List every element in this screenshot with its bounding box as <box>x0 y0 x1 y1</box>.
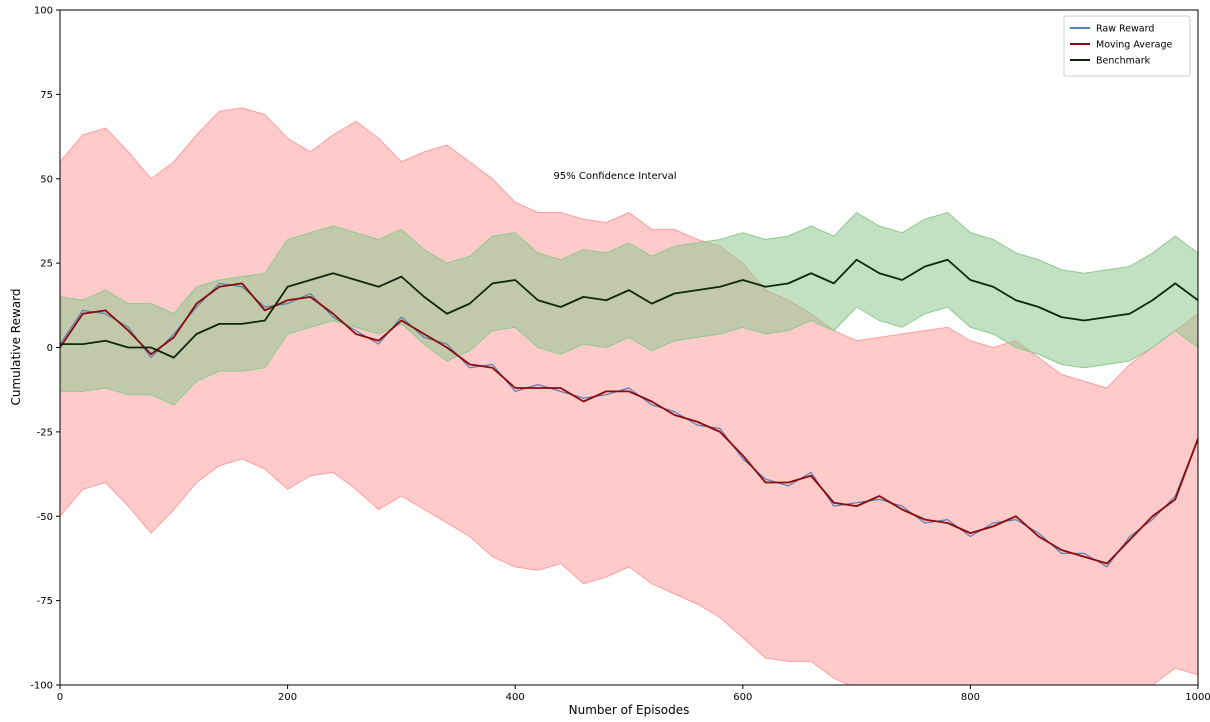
x-axis-label: Number of Episodes <box>569 703 690 717</box>
legend-box <box>1063 15 1191 77</box>
x-tick-label: 600 <box>733 692 752 703</box>
y-axis-label: Cumulative Reward <box>9 289 23 406</box>
y-tick-label: -50 <box>37 512 53 523</box>
series-line <box>60 282 1198 565</box>
x-tick-label: 800 <box>961 692 980 703</box>
legend-label: Moving Average <box>1096 40 1173 51</box>
plot-area <box>60 107 1198 685</box>
y-tick-label: -75 <box>37 596 53 607</box>
y-tick-label: 25 <box>40 259 53 270</box>
y-tick-label: 50 <box>40 174 53 185</box>
y-tick-label: -100 <box>30 681 53 692</box>
legend-label: Raw Reward <box>1096 24 1154 35</box>
y-tick-label: -25 <box>37 427 53 438</box>
x-tick-label: 200 <box>278 692 297 703</box>
y-tick-label: 75 <box>40 90 53 101</box>
legend-label: Benchmark <box>1096 56 1151 67</box>
annotation: 95% Confidence Interval <box>553 171 676 182</box>
confidence-band <box>60 107 1198 685</box>
y-tick-label: 0 <box>47 343 53 354</box>
x-tick-label: 400 <box>506 692 525 703</box>
y-tick-label: 100 <box>34 6 53 17</box>
confidence-band <box>60 211 1198 406</box>
legend: Raw Reward Moving Average Benchmark <box>1063 15 1191 77</box>
x-tick-label: 1000 <box>1185 692 1210 703</box>
series-line <box>60 258 1198 359</box>
x-tick-label: 0 <box>57 692 63 703</box>
